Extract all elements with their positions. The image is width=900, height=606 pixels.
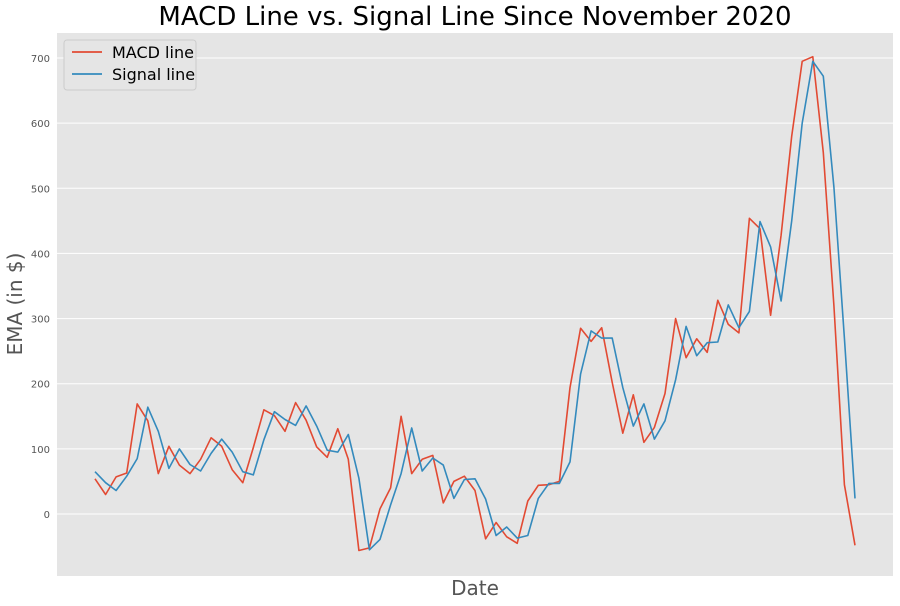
series-line-signal [94, 60, 856, 551]
y-tick-label-600: 600 [31, 119, 50, 130]
legend-label-signal: Signal line [112, 65, 195, 84]
series-lines [94, 55, 856, 552]
y-tick-label-700: 700 [31, 54, 50, 65]
y-axis-label: EMA (in $) [3, 253, 27, 356]
plot-area [57, 33, 893, 576]
y-tick-label-300: 300 [31, 315, 50, 326]
y-tick-labels: 0 100 200 300 400 500 600 700 [31, 54, 50, 521]
y-tick-label-500: 500 [31, 184, 50, 195]
y-tick-label-0: 0 [44, 510, 50, 521]
y-tick-label-200: 200 [31, 380, 50, 391]
legend-label-macd: MACD line [112, 43, 194, 62]
y-tick-label-100: 100 [31, 445, 50, 456]
chart-title: MACD Line vs. Signal Line Since November… [158, 2, 791, 32]
y-tick-label-400: 400 [31, 249, 50, 260]
legend: MACD line Signal line [63, 39, 197, 91]
gridlines [57, 57, 893, 515]
x-axis-label: Date [451, 576, 499, 600]
series-line-macd [94, 55, 856, 552]
